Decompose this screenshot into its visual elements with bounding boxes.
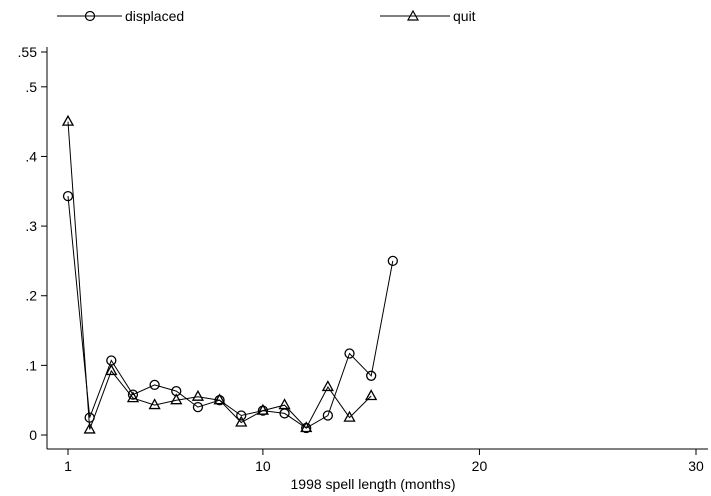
legend-item-displaced: displaced: [57, 8, 184, 24]
data-point-quit: [300, 421, 313, 433]
data-point-quit: [83, 422, 96, 434]
series-displaced: [62, 190, 398, 434]
data-point-displaced: [149, 379, 160, 391]
data-point-displaced: [236, 410, 247, 421]
data-point-displaced: [366, 370, 377, 381]
plot-area: [61, 114, 398, 434]
x-axis-ticks: 1 10 20 30: [64, 449, 704, 474]
data-point-quit: [191, 389, 205, 401]
data-point-quit: [343, 410, 356, 422]
data-point-displaced: [344, 348, 355, 359]
x-axis-title: 1998 spell length (months): [291, 476, 456, 492]
legend: displaced quit: [57, 8, 476, 24]
data-point-displaced: [192, 401, 204, 413]
series-line-quit: [67, 121, 372, 430]
y-tick-label: 0: [29, 427, 37, 443]
data-point-quit: [256, 403, 270, 415]
axes: 0 .1 .2 .3 .4 .5 .55 1 10 20 30 1998 spell length…: [18, 44, 708, 492]
data-point-displaced: [387, 255, 398, 267]
y-tick-label: .5: [25, 79, 37, 95]
data-point-quit: [170, 393, 183, 405]
legend-item-quit: quit: [380, 8, 476, 24]
y-tick-label: .2: [25, 288, 37, 304]
y-tick-label: .1: [25, 357, 37, 373]
data-point-quit: [235, 415, 248, 427]
data-point-quit: [321, 380, 334, 392]
series-quit: [61, 114, 378, 434]
data-point-quit: [148, 398, 161, 410]
data-point-quit: [126, 391, 140, 403]
legend-label-quit: quit: [453, 8, 476, 24]
data-point-quit: [213, 393, 226, 405]
data-point-quit: [278, 398, 291, 410]
series-line-displaced: [67, 196, 394, 429]
x-tick-label: 20: [472, 458, 488, 474]
y-tick-label: .4: [25, 148, 37, 164]
data-point-displaced: [62, 190, 74, 202]
y-axis-ticks: 0 .1 .2 .3 .4 .5 .55: [18, 44, 47, 443]
legend-marker-quit: [406, 9, 420, 21]
data-point-quit: [105, 364, 118, 376]
data-point-quit: [365, 389, 378, 401]
legend-label-displaced: displaced: [125, 8, 184, 24]
data-point-displaced: [322, 410, 334, 421]
data-point-displaced: [127, 389, 139, 400]
x-tick-label: 30: [688, 458, 704, 474]
x-tick-label: 1: [64, 458, 72, 474]
data-point-quit: [61, 114, 75, 126]
legend-marker-displaced: [84, 10, 96, 22]
x-tick-label: 10: [255, 458, 271, 474]
y-tick-label: .55: [18, 44, 38, 60]
y-tick-label: .3: [25, 218, 37, 234]
